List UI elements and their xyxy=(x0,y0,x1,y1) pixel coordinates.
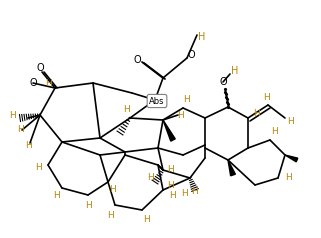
Text: O: O xyxy=(219,77,227,87)
Text: H: H xyxy=(183,95,189,104)
Text: H: H xyxy=(263,93,269,101)
Text: H: H xyxy=(124,105,130,114)
Text: H: H xyxy=(17,125,23,134)
Polygon shape xyxy=(163,120,175,141)
Text: O: O xyxy=(36,63,44,73)
Text: Abs: Abs xyxy=(149,96,165,105)
Text: O: O xyxy=(29,78,37,88)
Text: H: H xyxy=(253,109,259,118)
Text: H: H xyxy=(107,210,113,219)
Text: H: H xyxy=(110,185,117,194)
Text: H: H xyxy=(198,32,206,42)
Text: H: H xyxy=(45,79,51,89)
Text: O: O xyxy=(187,50,195,60)
Text: H: H xyxy=(288,116,294,125)
Text: H: H xyxy=(192,188,198,197)
Text: H: H xyxy=(272,128,278,137)
Text: H: H xyxy=(85,200,91,209)
Polygon shape xyxy=(285,155,298,162)
Text: H: H xyxy=(35,164,41,173)
Text: H: H xyxy=(178,110,184,119)
Text: H: H xyxy=(285,174,291,183)
Text: H: H xyxy=(54,192,60,200)
Text: O: O xyxy=(133,55,141,65)
Text: H: H xyxy=(182,188,188,198)
Text: H: H xyxy=(25,140,31,149)
Text: H: H xyxy=(167,165,173,174)
Text: H: H xyxy=(10,110,16,119)
Polygon shape xyxy=(228,160,235,176)
Text: H: H xyxy=(231,66,239,76)
Text: H: H xyxy=(169,190,176,199)
Text: H: H xyxy=(168,180,174,189)
Text: H: H xyxy=(143,215,150,224)
Text: H: H xyxy=(148,174,154,183)
